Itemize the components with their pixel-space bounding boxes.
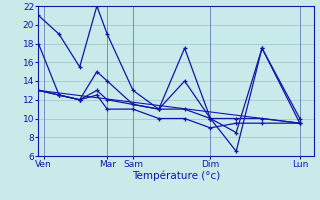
X-axis label: Température (°c): Température (°c) bbox=[132, 171, 220, 181]
